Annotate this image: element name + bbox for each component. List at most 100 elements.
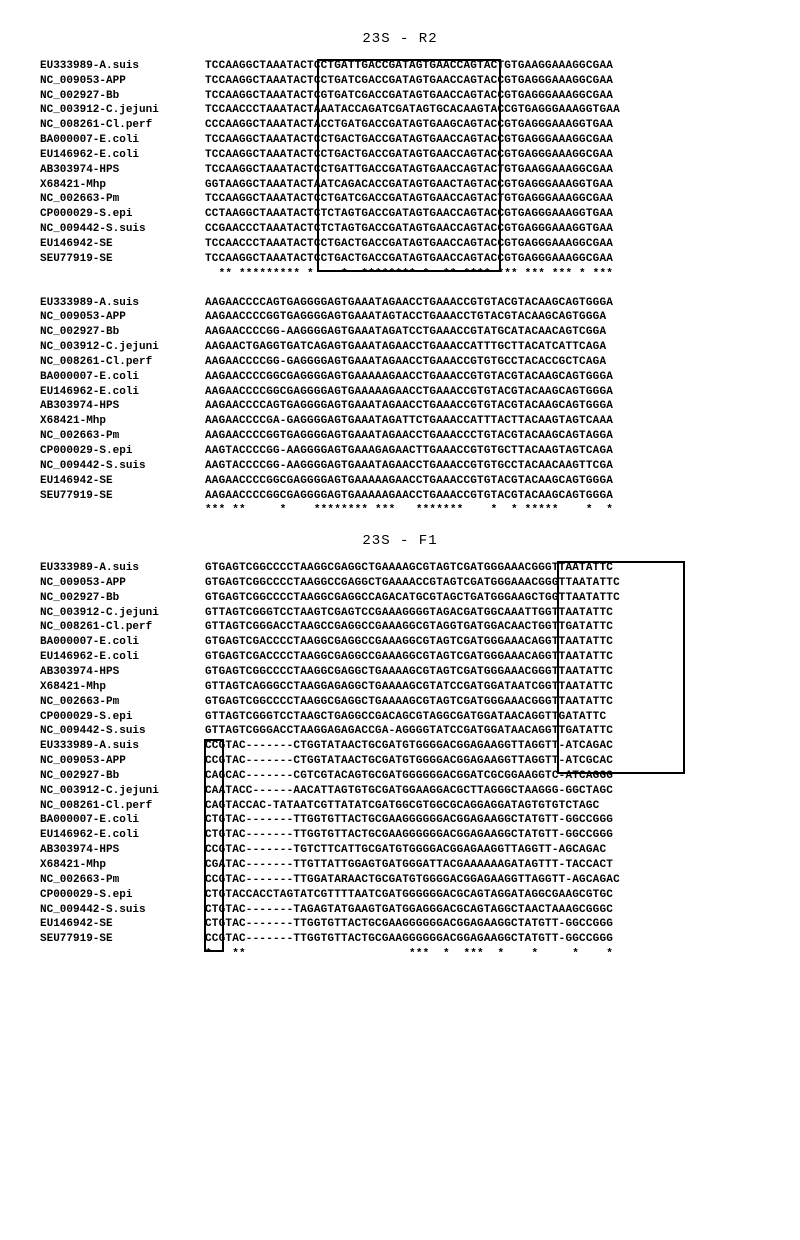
seq-label: EU333989-A.suis bbox=[40, 739, 205, 754]
seq-label: NC_009053-APP bbox=[40, 74, 205, 89]
seq: GTGAGTCGGCCCCTAAGGCGAGGCCAGACATGCGTAGCTG… bbox=[205, 591, 620, 606]
seq: AAGAACCCCGGCGAGGGGAGTGAAAAAGAACCTGAAACCG… bbox=[205, 489, 613, 504]
seq-label: EU146962-E.coli bbox=[40, 385, 205, 400]
seq-label: NC_003912-C.jejuni bbox=[40, 606, 205, 621]
seq: CAGTACCAC-TATAATCGTTATATCGATGGCGTGGCGCAG… bbox=[205, 799, 599, 814]
seq: TCCAAGGCTAAATACTCCTGACTGACCGATAGTGAACCAG… bbox=[205, 133, 613, 148]
seq-row: NC_009442-S.suisCCGAACCCTAAATACTCTCTAGTG… bbox=[40, 222, 760, 237]
seq-row: NC_003912-C.jejuniAAGAACTGAGGTGATCAGAGTG… bbox=[40, 340, 760, 355]
seq: AAGTACCCCGG-AAGGGGAGTGAAAGAGAACTTGAAACCG… bbox=[205, 444, 613, 459]
seq-row: BA000007-E.coliTCCAAGGCTAAATACTCCTGACTGA… bbox=[40, 133, 760, 148]
seq: GTGAGTCGGCCCCTAAGGCCGAGGCTGAAAACCGTAGTCG… bbox=[205, 576, 620, 591]
seq: AAGAACCCCGGCGAGGGGAGTGAAAAAGAACCTGAAACCG… bbox=[205, 370, 613, 385]
seq: CCGTAC-------CTGGTATAACTGCGATGTGGGGACGGA… bbox=[205, 739, 613, 754]
seq-label: X68421-Mhp bbox=[40, 680, 205, 695]
seq-label: NC_009053-APP bbox=[40, 310, 205, 325]
seq-row: SEU77919-SECCGTAC-------TTGGTGTTACTGCGAA… bbox=[40, 932, 760, 947]
seq: AAGAACTGAGGTGATCAGAGTGAAATAGAACCTGAAACCA… bbox=[205, 340, 606, 355]
seq-row: NC_003912-C.jejuniCAATACC------AACATTAGT… bbox=[40, 784, 760, 799]
seq: AAGAACCCCGA-GAGGGGAGTGAAATAGATTCTGAAACCA… bbox=[205, 414, 613, 429]
seq-label: NC_002663-Pm bbox=[40, 192, 205, 207]
seq: AAGAACCCCGG-GAGGGGAGTGAAATAGAACCTGAAACCG… bbox=[205, 355, 606, 370]
seq-label: NC_009442-S.suis bbox=[40, 724, 205, 739]
seq-label: EU333989-A.suis bbox=[40, 59, 205, 74]
seq-label: CP000029-S.epi bbox=[40, 207, 205, 222]
seq-row: NC_002663-PmCCGTAC-------TTGGATARAACTGCG… bbox=[40, 873, 760, 888]
seq-row: NC_003912-C.jejuniTCCAACCCTAAATACTAAATAC… bbox=[40, 103, 760, 118]
seq-label: EU146962-E.coli bbox=[40, 148, 205, 163]
seq-label: X68421-Mhp bbox=[40, 858, 205, 873]
seq-label: NC_002927-Bb bbox=[40, 325, 205, 340]
seq-label: NC_003912-C.jejuni bbox=[40, 103, 205, 118]
seq-row: NC_002927-BbAAGAACCCCGG-AAGGGGAGTGAAATAG… bbox=[40, 325, 760, 340]
seq-label: NC_002927-Bb bbox=[40, 89, 205, 104]
seq-row: EU333989-A.suisAAGAACCCCAGTGAGGGGAGTGAAA… bbox=[40, 296, 760, 311]
seq-row: CP000029-S.epiCCTAAGGCTAAATACTCTCTAGTGAC… bbox=[40, 207, 760, 222]
seq-row: X68421-MhpGTTAGTCAGGGCCTAAGGAGAGGCTGAAAA… bbox=[40, 680, 760, 695]
seq: GGTAAGGCTAAATACTAATCAGACACCGATAGTGAACTAG… bbox=[205, 178, 613, 193]
seq: GTTAGTCAGGGCCTAAGGAGAGGCTGAAAAGCGTATCCGA… bbox=[205, 680, 613, 695]
seq: TCCAAGGCTAAATACTCCTGACTGACCGATAGTGAACCAG… bbox=[205, 148, 613, 163]
seq-row: NC_009442-S.suisGTTAGTCGGGACCTAAGGAGAGAC… bbox=[40, 724, 760, 739]
seq-row: BA000007-E.coliCTGTAC-------TTGGTGTTACTG… bbox=[40, 813, 760, 828]
seq-row: AB303974-HPSGTGAGTCGGCCCCTAAGGCGAGGCTGAA… bbox=[40, 665, 760, 680]
seq: TCCAAGGCTAAATACTCCTGATCGACCGATAGTGAACCAG… bbox=[205, 74, 613, 89]
seq: TCCAAGGCTAAATACTCCTGACTGACCGATAGTGAACCAG… bbox=[205, 252, 613, 267]
seq-row: X68421-MhpGGTAAGGCTAAATACTAATCAGACACCGAT… bbox=[40, 178, 760, 193]
seq-row: SEU77919-SETCCAAGGCTAAATACTCCTGACTGACCGA… bbox=[40, 252, 760, 267]
alignment-block-4: EU333989-A.suisCCGTAC-------CTGGTATAACTG… bbox=[40, 739, 760, 962]
seq: GTGAGTCGACCCCTAAGGCGAGGCCGAAAGGCGTAGTCGA… bbox=[205, 635, 613, 650]
seq: GTGAGTCGGCCCCTAAGGCGAGGCTGAAAAGCGTAGTCGA… bbox=[205, 695, 613, 710]
seq: TCCAACCCTAAATACTAAATACCAGATCGATAGTGCACAA… bbox=[205, 103, 620, 118]
seq-row: EU333989-A.suisTCCAAGGCTAAATACTCCTGATTGA… bbox=[40, 59, 760, 74]
alignment-block-3: EU333989-A.suisGTGAGTCGGCCCCTAAGGCGAGGCT… bbox=[40, 561, 760, 962]
seq-label: NC_008261-Cl.perf bbox=[40, 620, 205, 635]
seq: CAATACC------AACATTAGTGTGCGATGGAAGGACGCT… bbox=[205, 784, 613, 799]
seq: AAGAACCCCAGTGAGGGGAGTGAAATAGAACCTGAAACCG… bbox=[205, 399, 613, 414]
seq-row: AB303974-HPSAAGAACCCCAGTGAGGGGAGTGAAATAG… bbox=[40, 399, 760, 414]
seq-label: NC_009053-APP bbox=[40, 576, 205, 591]
alignment-block-2: EU333989-A.suis AAGAACCCCAGTGAGGGGAGTGAAA… bbox=[40, 296, 760, 519]
seq-label: AB303974-HPS bbox=[40, 399, 205, 414]
seq: CCCAAGGCTAAATACTACCTGATGACCGATAGTGAAGCAG… bbox=[205, 118, 613, 133]
seq: TCCAAGGCTAAATACTCGTGATCGACCGATAGTGAACCAG… bbox=[205, 89, 613, 104]
seq: TCCAAGGCTAAATACTCCTGATTGACCGATAGTGAACCAG… bbox=[205, 59, 613, 74]
seq: GTGAGTCGGCCCCTAAGGCGAGGCTGAAAAGCGTAGTCGA… bbox=[205, 561, 613, 576]
seq: CCTAAGGCTAAATACTCTCTAGTGACCGATAGTGAACCAG… bbox=[205, 207, 613, 222]
seq-row: NC_002927-BbTCCAAGGCTAAATACTCGTGATCGACCG… bbox=[40, 89, 760, 104]
seq-row: CP000029-S.epiGTTAGTCGGGTCCTAAGCTGAGGCCG… bbox=[40, 710, 760, 725]
seq: GTTAGTCGGGTCCTAAGCTGAGGCCGACAGCGTAGGCGAT… bbox=[205, 710, 606, 725]
seq-row: EU146942-SEAAGAACCCCGGCGAGGGGAGTGAAAAAGA… bbox=[40, 474, 760, 489]
seq-row: NC_008261-Cl.perfCAGTACCAC-TATAATCGTTATA… bbox=[40, 799, 760, 814]
seq-row: BA000007-E.coliGTGAGTCGACCCCTAAGGCGAGGCC… bbox=[40, 635, 760, 650]
seq-label: AB303974-HPS bbox=[40, 665, 205, 680]
seq-label: CP000029-S.epi bbox=[40, 710, 205, 725]
seq-row: NC_002927-BbCAGCAC-------CGTCGTACAGTGCGA… bbox=[40, 769, 760, 784]
seq: GTGAGTCGGCCCCTAAGGCGAGGCTGAAAAGCGTAGTCGA… bbox=[205, 665, 613, 680]
seq-label: EU333989-A.suis bbox=[40, 296, 205, 311]
seq-label: NC_009442-S.suis bbox=[40, 222, 205, 237]
seq-label: AB303974-HPS bbox=[40, 163, 205, 178]
seq-row: EU146962-E.coliTCCAAGGCTAAATACTCCTGACTGA… bbox=[40, 148, 760, 163]
seq-label: EU333989-A.suis bbox=[40, 561, 205, 576]
seq-label: X68421-Mhp bbox=[40, 178, 205, 193]
seq: AAGTACCCCGG-AAGGGGAGTGAAATAGAACCTGAAACCG… bbox=[205, 459, 613, 474]
seq-label: NC_002663-Pm bbox=[40, 873, 205, 888]
seq-label: EU146942-SE bbox=[40, 917, 205, 932]
seq: AAGAACCCCGG-AAGGGGAGTGAAATAGATCCTGAAACCG… bbox=[205, 325, 606, 340]
seq: CTGTAC-------TTGGTGTTACTGCGAAGGGGGGACGGA… bbox=[205, 828, 613, 843]
seq-row: NC_008261-Cl.perfCCCAAGGCTAAATACTACCTGAT… bbox=[40, 118, 760, 133]
consensus: *** ** * ******** *** ******* * * ***** … bbox=[205, 503, 613, 518]
seq-label: SEU77919-SE bbox=[40, 932, 205, 947]
seq-label: NC_002663-Pm bbox=[40, 429, 205, 444]
seq: CCGTAC-------TTGGATARAACTGCGATGTGGGGACGG… bbox=[205, 873, 620, 888]
seq: CCGTAC-------TTGGTGTTACTGCGAAGGGGGGACGGA… bbox=[205, 932, 613, 947]
seq-row: NC_009053-APPCCGTAC-------CTGGTATAACTGCG… bbox=[40, 754, 760, 769]
seq-row: NC_009442-S.suisCTGTAC-------TAGAGTATGAA… bbox=[40, 903, 760, 918]
seq-row: EU333989-A.suisGTGAGTCGGCCCCTAAGGCGAGGCT… bbox=[40, 561, 760, 576]
seq-label: EU146962-E.coli bbox=[40, 650, 205, 665]
seq-label: BA000007-E.coli bbox=[40, 635, 205, 650]
seq-label: X68421-Mhp bbox=[40, 414, 205, 429]
seq-label: AB303974-HPS bbox=[40, 843, 205, 858]
seq-row: CP000029-S.epiAAGTACCCCGG-AAGGGGAGTGAAAG… bbox=[40, 444, 760, 459]
